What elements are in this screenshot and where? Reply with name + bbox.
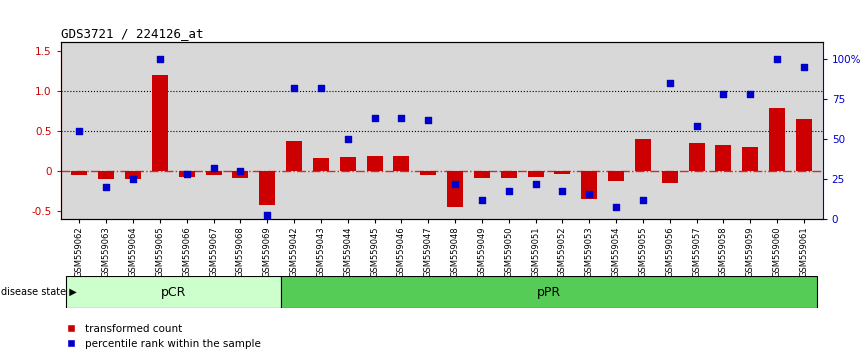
- Point: [395, 115, 409, 121]
- Point: [126, 176, 140, 182]
- Point: [716, 91, 730, 97]
- Bar: [769, 108, 785, 171]
- Point: [234, 169, 248, 174]
- Bar: [635, 139, 651, 171]
- Point: [636, 197, 650, 203]
- Bar: [501, 171, 517, 178]
- Bar: [474, 171, 490, 178]
- Point: [422, 117, 436, 122]
- Point: [288, 85, 301, 90]
- Text: pPR: pPR: [537, 286, 561, 298]
- Text: GDS3721 / 224126_at: GDS3721 / 224126_at: [61, 27, 204, 40]
- Point: [582, 191, 596, 196]
- Point: [797, 64, 811, 69]
- Bar: [152, 75, 168, 171]
- Point: [153, 56, 167, 61]
- Text: pCR: pCR: [160, 286, 186, 298]
- Point: [341, 136, 355, 142]
- Point: [528, 181, 542, 187]
- Bar: [581, 171, 598, 199]
- Bar: [608, 171, 624, 181]
- Bar: [125, 171, 141, 179]
- Bar: [366, 156, 383, 171]
- Point: [261, 212, 275, 217]
- Point: [100, 184, 113, 190]
- Legend: transformed count, percentile rank within the sample: transformed count, percentile rank withi…: [66, 324, 261, 349]
- Point: [180, 172, 194, 177]
- Bar: [715, 145, 732, 171]
- Bar: [527, 171, 544, 177]
- Point: [555, 188, 569, 193]
- Bar: [71, 171, 87, 175]
- Point: [368, 115, 382, 121]
- Bar: [393, 156, 410, 171]
- Bar: [98, 171, 114, 179]
- Point: [609, 204, 623, 210]
- Point: [314, 85, 328, 90]
- Bar: [554, 171, 571, 173]
- Bar: [420, 171, 436, 175]
- Text: disease state ▶: disease state ▶: [1, 287, 76, 297]
- Bar: [313, 158, 329, 171]
- Bar: [281, 276, 818, 308]
- Bar: [796, 119, 812, 171]
- Bar: [688, 143, 705, 171]
- Point: [501, 188, 515, 193]
- Point: [689, 123, 703, 129]
- Bar: [286, 141, 302, 171]
- Point: [207, 165, 221, 171]
- Point: [448, 181, 462, 187]
- Bar: [178, 171, 195, 177]
- Point: [73, 128, 87, 134]
- Bar: [259, 171, 275, 205]
- Point: [743, 91, 757, 97]
- Point: [662, 80, 676, 86]
- Bar: [205, 171, 222, 175]
- Point: [475, 197, 488, 203]
- Bar: [742, 147, 759, 171]
- Bar: [232, 171, 249, 178]
- Point: [770, 56, 784, 61]
- Bar: [339, 157, 356, 171]
- Bar: [662, 171, 678, 183]
- Bar: [66, 276, 281, 308]
- Bar: [447, 171, 463, 207]
